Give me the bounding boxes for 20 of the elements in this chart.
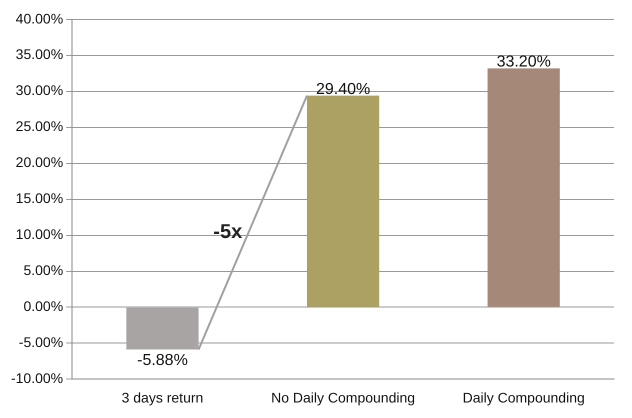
x-tick-label: 3 days return xyxy=(122,389,204,406)
y-tick-label: -10.00% xyxy=(10,370,64,386)
y-tick-label: 35.00% xyxy=(16,46,64,62)
y-tick-label: 30.00% xyxy=(16,82,64,98)
bar xyxy=(306,96,380,307)
annotation: -5x xyxy=(213,221,242,244)
y-tick-label: 10.00% xyxy=(16,226,64,242)
bar xyxy=(488,68,560,307)
y-tick-label: 25.00% xyxy=(16,118,64,134)
y-tick-label: 5.00% xyxy=(23,262,64,278)
x-tick-label: Daily Compounding xyxy=(462,389,585,406)
y-tick-label: 0.00% xyxy=(23,298,64,314)
y-tick-label: 40.00% xyxy=(16,10,64,26)
y-tick-label: 20.00% xyxy=(16,154,64,170)
data-label: 33.20% xyxy=(496,54,551,71)
y-tick-label: -5.00% xyxy=(18,334,64,350)
y-tick-label: 15.00% xyxy=(16,190,64,206)
data-label: 29.40% xyxy=(316,81,370,98)
data-label: -5.88% xyxy=(137,352,188,369)
x-tick-label: No Daily Compounding xyxy=(271,389,416,406)
